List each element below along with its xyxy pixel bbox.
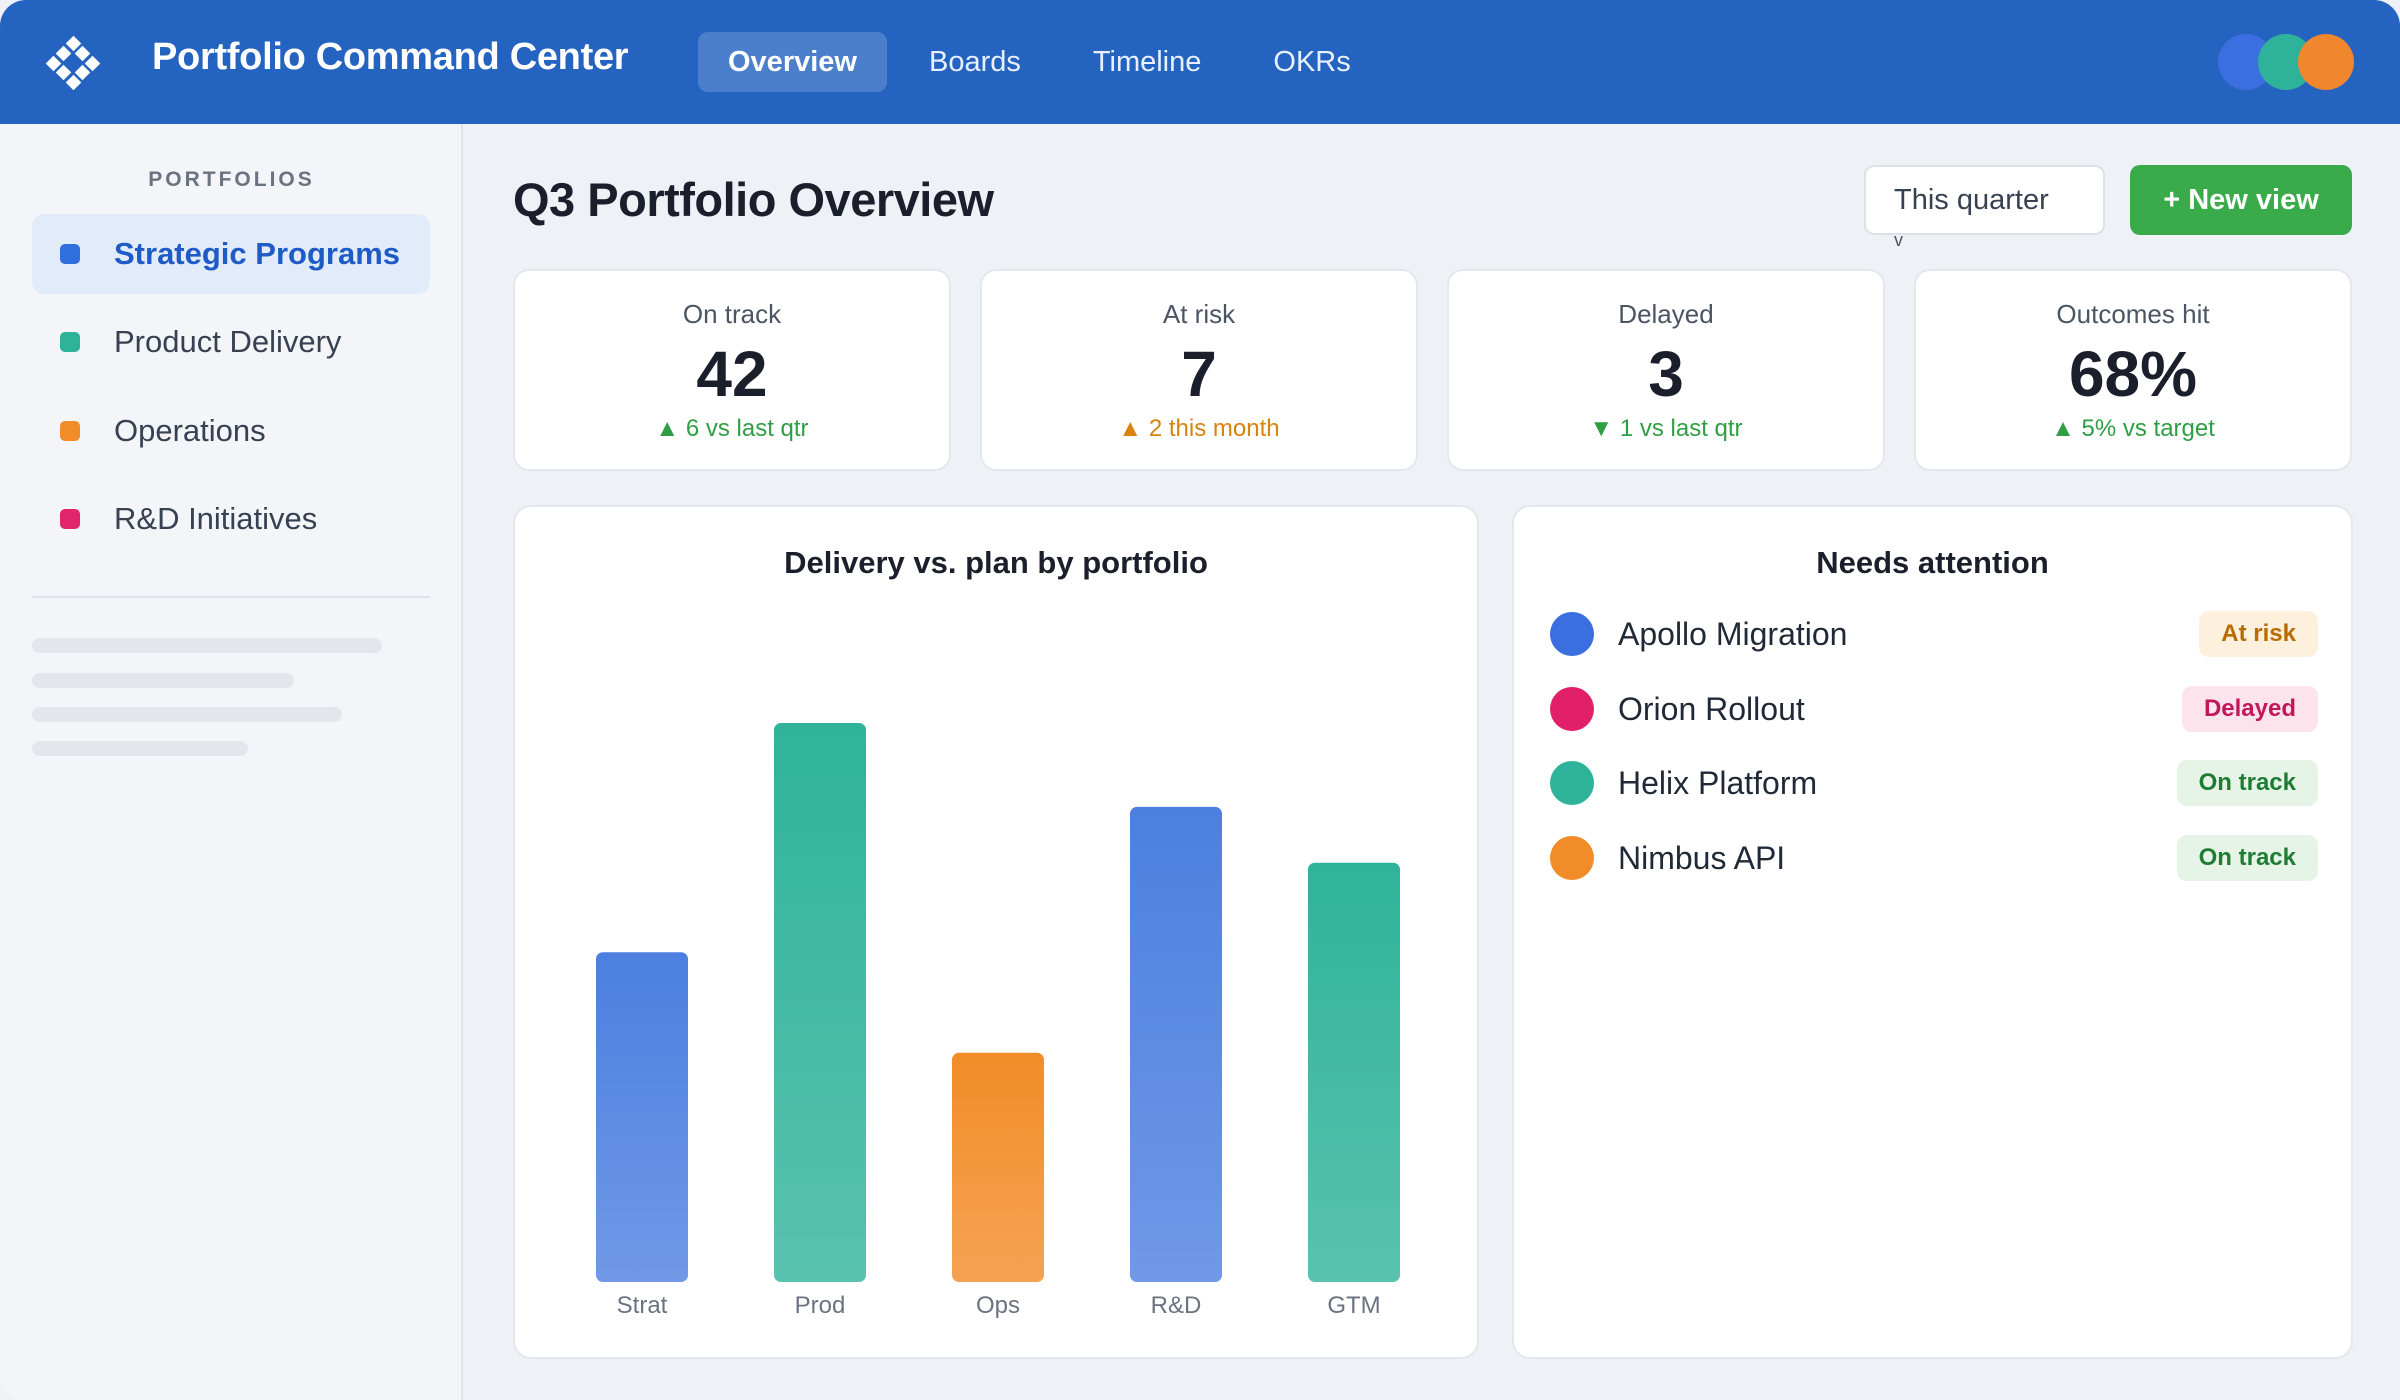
x-tick-label: GTM — [1327, 1292, 1380, 1319]
status-dot-icon — [1550, 761, 1594, 805]
status-badge: On track — [2176, 835, 2318, 881]
bar-ops — [952, 1052, 1044, 1282]
attention-item[interactable]: Nimbus API On track — [1550, 827, 2318, 889]
sidebar-heading: PORTFOLIOS — [148, 168, 315, 191]
attention-item-name: Helix Platform — [1618, 764, 1818, 801]
square-icon — [60, 332, 80, 352]
logo-icon — [45, 35, 101, 91]
skeleton-line — [32, 707, 342, 722]
x-tick-label: Strat — [617, 1292, 668, 1319]
bar-prod — [774, 723, 866, 1282]
sidebar-item-operations[interactable]: Operations — [32, 391, 430, 471]
tab-okrs[interactable]: OKRs — [1273, 45, 1351, 78]
sidebar-item-strategic-programs[interactable]: Strategic Programs — [32, 214, 430, 294]
sidebar: PORTFOLIOS Strategic Programs Product De… — [0, 124, 463, 1400]
kpi-label: Delayed — [1618, 299, 1714, 329]
x-tick-label: Prod — [795, 1292, 846, 1319]
attention-title: Needs attention — [1816, 545, 2049, 580]
chevron-down-icon[interactable]: v — [1894, 230, 1903, 250]
status-badge: On track — [2176, 760, 2318, 806]
square-icon — [60, 421, 80, 441]
sidebar-item-label: Strategic Programs — [114, 236, 400, 271]
square-icon — [60, 509, 80, 529]
kpi-delta: ▲ 2 this month — [1118, 415, 1280, 442]
avatar-group[interactable] — [2218, 34, 2354, 90]
kpi-label: Outcomes hit — [2056, 299, 2210, 329]
attention-card: Needs attention Apollo Migration At risk… — [1512, 505, 2353, 1359]
status-dot-icon — [1550, 836, 1594, 880]
kpi-delta: ▼ 1 vs last qtr — [1589, 415, 1743, 442]
attention-item-name: Orion Rollout — [1618, 690, 1805, 727]
kpi-label: On track — [682, 299, 782, 329]
bar-chart: Strat Prod Ops R&D GTM — [596, 723, 1400, 1319]
kpi-value: 68% — [2068, 338, 2198, 410]
main-nav: Overview Boards Timeline OKRs — [698, 32, 1381, 92]
square-icon — [60, 244, 80, 264]
attention-item[interactable]: Apollo Migration At risk — [1550, 603, 2318, 665]
attention-item[interactable]: Orion Rollout Delayed — [1550, 678, 2318, 740]
attention-item[interactable]: Helix Platform On track — [1550, 752, 2318, 814]
sidebar-item-label: R&D Initiatives — [114, 501, 318, 536]
skeleton-line — [32, 673, 294, 688]
kpi-card-on-track: On track 42 ▲ 6 vs last qtr — [513, 269, 951, 471]
attention-item-name: Nimbus API — [1618, 839, 1786, 876]
attention-item-name: Apollo Migration — [1618, 615, 1848, 652]
bar-r-d — [1130, 806, 1222, 1282]
sidebar-item-product-delivery[interactable]: Product Delivery — [32, 302, 430, 382]
tab-timeline[interactable]: Timeline — [1092, 45, 1202, 78]
chart-title: Delivery vs. plan by portfolio — [784, 545, 1208, 580]
avatar[interactable] — [2298, 34, 2354, 90]
skeleton-line — [32, 741, 248, 756]
sidebar-item-rnd-initiatives[interactable]: R&D Initiatives — [32, 479, 430, 559]
x-tick-label: R&D — [1151, 1292, 1202, 1319]
tab-overview[interactable]: Overview — [698, 32, 887, 92]
kpi-value: 42 — [696, 338, 768, 410]
skeleton-line — [32, 638, 382, 653]
period-select[interactable]: This quarter — [1864, 165, 2105, 235]
status-dot-icon — [1550, 687, 1594, 731]
page-title: Q3 Portfolio Overview — [513, 173, 994, 226]
sidebar-item-label: Product Delivery — [114, 324, 342, 359]
kpi-value: 3 — [1648, 338, 1684, 410]
top-bar: Portfolio Command Center Overview Boards… — [0, 0, 2400, 124]
divider — [32, 596, 430, 598]
kpi-value: 7 — [1181, 338, 1217, 410]
kpi-delta: ▲ 5% vs target — [2051, 415, 2215, 442]
kpi-card-at-risk: At risk 7 ▲ 2 this month — [980, 269, 1418, 471]
kpi-label: At risk — [1162, 299, 1236, 329]
kpi-delta: ▲ 6 vs last qtr — [655, 415, 809, 442]
x-tick-label: Ops — [976, 1292, 1020, 1319]
status-dot-icon — [1550, 612, 1594, 656]
bar-strat — [596, 952, 688, 1282]
status-badge: At risk — [2199, 611, 2318, 657]
sidebar-item-label: Operations — [114, 413, 266, 448]
status-badge: Delayed — [2181, 686, 2318, 732]
chart-card: Delivery vs. plan by portfolio Strat Prod… — [513, 505, 1479, 1359]
app-title: Portfolio Command Center — [152, 36, 629, 78]
kpi-card-outcomes-hit: Outcomes hit 68% ▲ 5% vs target — [1914, 269, 2352, 471]
bar-gtm — [1308, 862, 1400, 1282]
kpi-card-delayed: Delayed 3 ▼ 1 vs last qtr — [1447, 269, 1885, 471]
new-view-button[interactable]: + New view — [2130, 165, 2352, 235]
tab-boards[interactable]: Boards — [928, 45, 1021, 78]
